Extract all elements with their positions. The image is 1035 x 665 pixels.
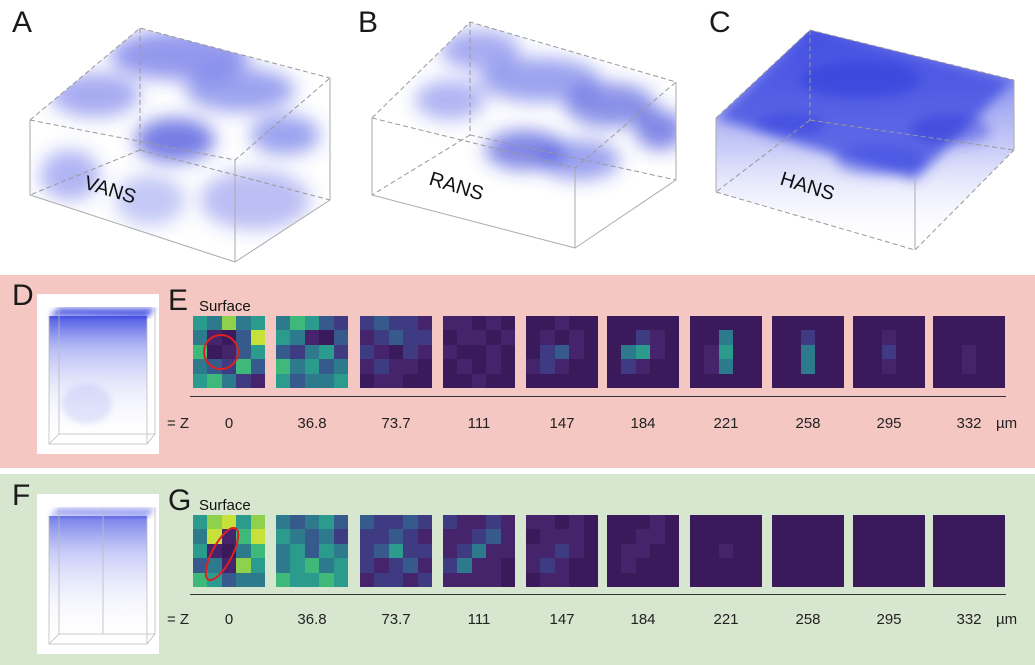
box-vans: [29, 27, 331, 263]
g-tile-z8: [853, 515, 925, 587]
axis-line-e: [190, 396, 1006, 397]
column-render-d: [48, 308, 156, 445]
e-z-label: 258: [795, 415, 821, 432]
g-z-label: 111: [467, 611, 491, 628]
panel-letter-c: C: [709, 6, 731, 39]
g-z-label: 0: [224, 611, 234, 628]
inset-f-column: [37, 494, 159, 654]
e-z-label: 36.8: [297, 415, 327, 432]
g-z-label: 147: [549, 611, 575, 628]
e-z-label: 332: [956, 415, 982, 432]
e-z-label: 295: [876, 415, 902, 432]
e-z-label: 0: [224, 415, 234, 432]
surface-label-g: Surface: [199, 497, 251, 514]
g-z-label: 258: [795, 611, 821, 628]
e-tile-z6: [690, 316, 762, 388]
e-z-label: 221: [713, 415, 739, 432]
g-tile-z9: [933, 515, 1005, 587]
surface-label-e: Surface: [199, 298, 251, 315]
e-tile-z2: [360, 316, 432, 388]
highlight-ellipse-e: [203, 334, 239, 370]
g-tile-z1: [276, 515, 348, 587]
panel-letter-g: G: [168, 484, 192, 517]
z-prefix-g: = Z: [167, 611, 190, 628]
g-tile-z3: [443, 515, 515, 587]
unit-e: µm: [996, 415, 1018, 432]
e-tile-z0: [193, 316, 265, 388]
column-render-f: [48, 508, 156, 645]
e-z-label: 111: [467, 415, 491, 432]
e-tile-z9: [933, 316, 1005, 388]
g-tile-z6: [690, 515, 762, 587]
g-tile-z5: [607, 515, 679, 587]
e-tile-z3: [443, 316, 515, 388]
e-z-label: 73.7: [381, 415, 411, 432]
panel-letter-e: E: [168, 284, 189, 317]
top-boxes-figure: [29, 21, 1015, 263]
e-tile-z7: [772, 316, 844, 388]
g-z-label: 36.8: [297, 611, 327, 628]
unit-g: µm: [996, 611, 1018, 628]
e-tile-z8: [853, 316, 925, 388]
g-tile-z7: [772, 515, 844, 587]
g-tile-z4: [526, 515, 598, 587]
e-z-label: 147: [549, 415, 575, 432]
e-tile-z4: [526, 316, 598, 388]
box-hans: [715, 29, 1015, 251]
g-z-label: 73.7: [381, 611, 411, 628]
panel-letter-b: B: [358, 6, 379, 39]
z-prefix-e: = Z: [167, 415, 190, 432]
e-tile-z1: [276, 316, 348, 388]
highlight-ellipse-g: [204, 526, 240, 582]
g-z-label: 184: [630, 611, 656, 628]
g-z-label: 332: [956, 611, 982, 628]
g-z-label: 295: [876, 611, 902, 628]
panel-letter-d: D: [12, 279, 34, 312]
box-rans: [371, 21, 677, 249]
panel-letter-a: A: [12, 6, 33, 39]
e-tile-z5: [607, 316, 679, 388]
e-z-label: 184: [630, 415, 656, 432]
inset-d-column: [37, 294, 159, 454]
g-z-label: 221: [713, 611, 739, 628]
panel-letter-f: F: [12, 479, 31, 512]
g-tile-z2: [360, 515, 432, 587]
axis-line-g: [190, 594, 1006, 595]
